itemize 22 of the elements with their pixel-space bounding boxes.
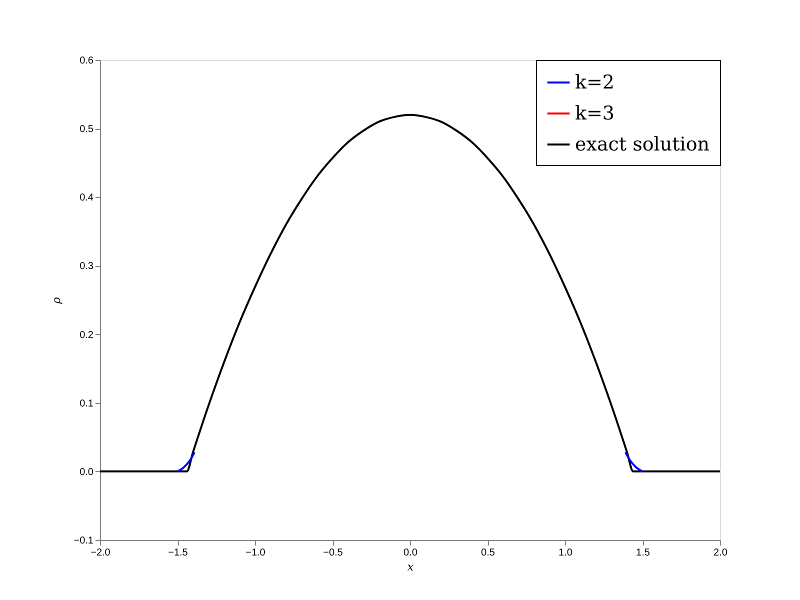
x-tick-label: 1.5 xyxy=(636,548,650,558)
y-tick-label: 0.4 xyxy=(80,192,94,204)
x-tick-label: −0.5 xyxy=(323,548,344,558)
x-tick-label: 2.0 xyxy=(714,548,728,558)
x-tick-label: 0.5 xyxy=(481,548,496,558)
y-tick-label: 0.0 xyxy=(80,466,94,478)
x-axis-title: x xyxy=(407,560,414,574)
y-tick-label: 0.3 xyxy=(80,261,94,272)
x-tick-label: −2.0 xyxy=(90,548,111,558)
legend-label: k=2 xyxy=(575,72,615,94)
x-tick-label: −1.0 xyxy=(246,548,266,558)
legend-label: k=3 xyxy=(575,102,615,124)
y-axis-title: ρ xyxy=(50,296,63,305)
legend-label: exact solution xyxy=(575,134,710,156)
x-tick-label: 1.0 xyxy=(558,548,573,558)
y-tick-label: −0.1 xyxy=(74,536,94,546)
y-tick-label: 0.5 xyxy=(80,124,94,136)
x-tick-label: −1.5 xyxy=(168,548,188,558)
y-tick-label: 0.6 xyxy=(80,56,94,66)
x-tick-label: 0.0 xyxy=(404,548,418,558)
y-tick-label: 0.2 xyxy=(80,330,94,341)
y-tick-label: 0.1 xyxy=(80,398,94,410)
